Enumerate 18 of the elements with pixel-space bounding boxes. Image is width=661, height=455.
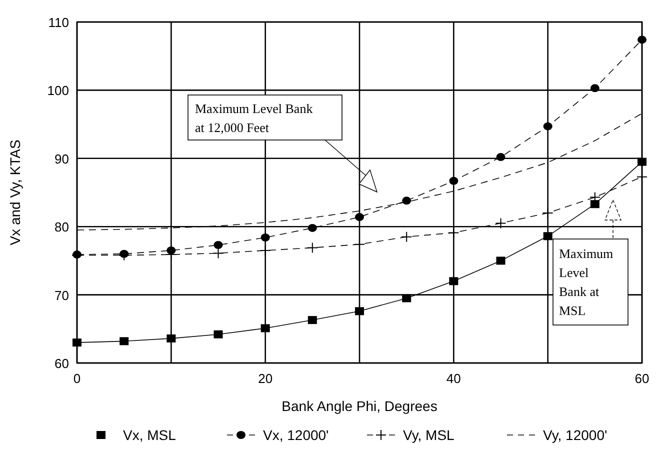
y-tick-label: 110 — [48, 15, 69, 30]
y-tick-label: 90 — [54, 151, 69, 166]
y-tick-label: 60 — [54, 356, 69, 371]
annotation: Maximum Level Bank at MSL — [559, 246, 614, 318]
x-tick-label: 20 — [258, 371, 273, 386]
x-tick-label: 40 — [446, 371, 461, 386]
legend-label: Vy, 12000' — [543, 427, 608, 443]
annotation: Maximum Level Bank at 12,000 Feet — [195, 101, 314, 135]
legend-label: Vx, MSL — [123, 427, 176, 443]
x-tick-label: 0 — [73, 371, 81, 386]
y-tick-label: 70 — [54, 288, 69, 303]
y-tick-label: 80 — [54, 220, 69, 235]
legend-label: Vy, MSL — [403, 427, 455, 443]
y-tick-label: 100 — [47, 83, 69, 98]
x-axis-title: Bank Angle Phi, Degrees — [282, 398, 438, 414]
x-tick-label: 60 — [634, 371, 650, 386]
legend-label: Vx, 12000' — [263, 427, 329, 443]
y-axis-title: Vx and Vy, KTAS — [7, 140, 23, 246]
